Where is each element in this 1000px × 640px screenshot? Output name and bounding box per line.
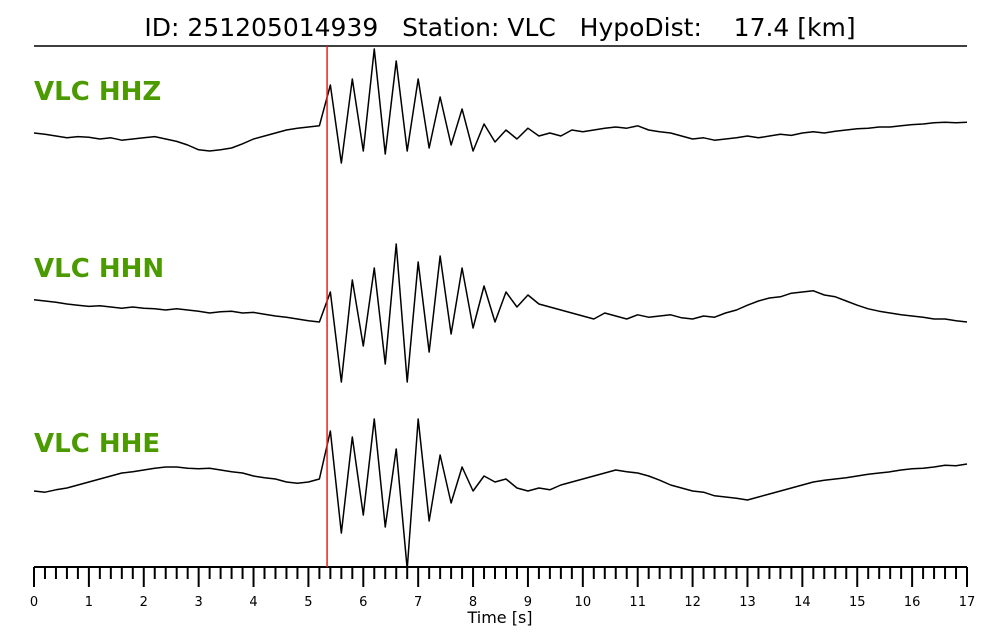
x-tick-label: 4 [249,595,257,610]
trace-label: VLC HHN [34,254,164,284]
x-tick-label: 5 [304,595,312,610]
x-axis-label: Time [s] [466,608,532,627]
x-tick-label: 9 [524,595,532,610]
waveform [33,48,968,164]
x-tick-label: 12 [684,595,701,610]
x-tick-label: 16 [904,595,921,610]
x-tick-label: 7 [414,595,422,610]
x-tick-label: 1 [85,595,93,610]
x-tick-label: 11 [629,595,646,610]
waveform [33,418,968,570]
x-tick-label: 13 [739,595,756,610]
trace-label: VLC HHZ [34,77,161,107]
x-tick-label: 14 [794,595,811,610]
x-tick-label: 0 [30,595,38,610]
chart-title: ID: 251205014939 Station: VLC HypoDist: … [144,13,855,42]
x-tick-label: 8 [469,595,477,610]
x-tick-label: 2 [140,595,148,610]
x-tick-label: 17 [959,595,976,610]
waveform [33,243,968,383]
x-tick-label: 6 [359,595,367,610]
x-tick-label: 15 [849,595,866,610]
trace-label: VLC HHE [34,429,160,459]
x-tick-label: 3 [195,595,203,610]
x-tick-label: 10 [575,595,592,610]
